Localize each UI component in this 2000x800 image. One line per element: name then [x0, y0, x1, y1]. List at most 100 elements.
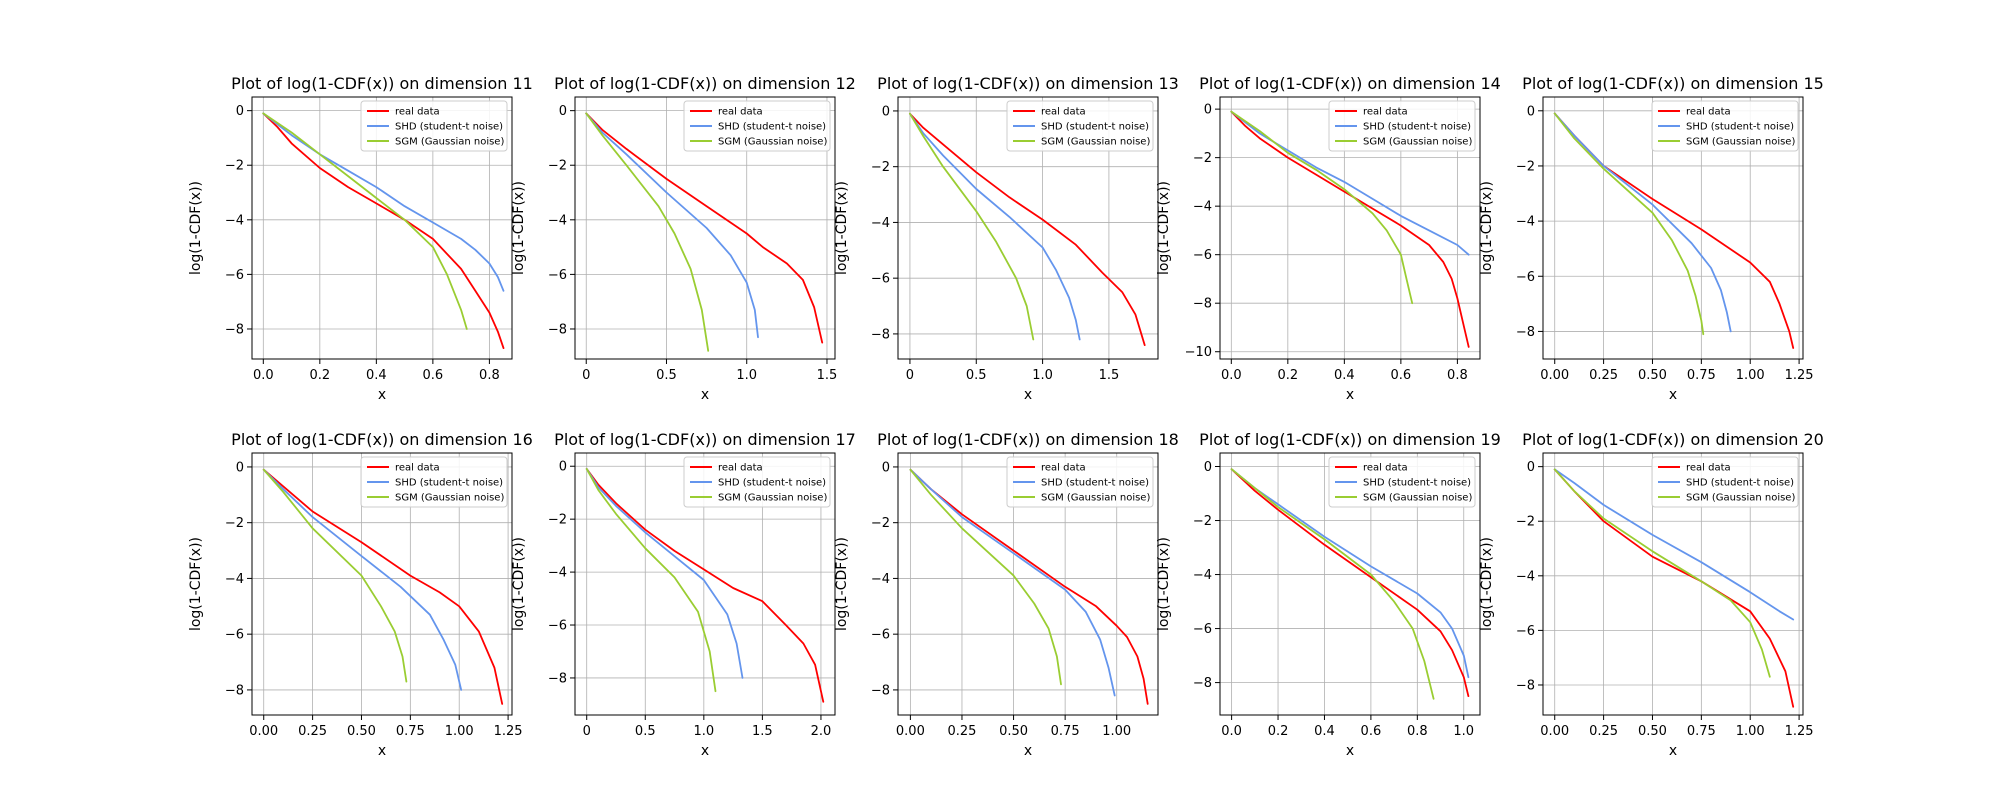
x-tick-label: 0.2 [309, 368, 330, 383]
x-axis-label: x [1024, 743, 1032, 759]
legend: real data SHD (student-t noise) SGM (Gauss… [1006, 456, 1154, 508]
subplot-5: 0.00 0.25 0.50 0.75 1.00 1.25 0 −2 −4 −6 −8 Plot of… [1479, 74, 1824, 403]
y-tick-label: 0 [1527, 104, 1535, 119]
y-tick-label: 0 [1527, 460, 1535, 475]
legend: real data SHD (student-t noise) SGM (Gauss… [1651, 456, 1799, 508]
y-axis-label: log(1-CDF(x)) [188, 181, 204, 275]
legend-label-sgm: SGM (Gaussian noise) [1041, 493, 1150, 504]
y-tick-label: −8 [225, 683, 244, 698]
legend-label-shd: SHD (student-t noise) [1041, 122, 1149, 133]
subplot-title: Plot of log(1-CDF(x)) on dimension 18 [877, 430, 1179, 449]
x-tick-label: 0.00 [249, 724, 278, 739]
x-tick-label: 0.75 [1051, 724, 1080, 739]
x-tick-label: 0.50 [1638, 724, 1667, 739]
y-tick-label: −2 [1193, 151, 1212, 166]
x-tick-label: 0.0 [1221, 368, 1242, 383]
series-line-sgm [1553, 112, 1705, 336]
y-tick-label: −2 [225, 159, 244, 174]
x-tick-label: 0.50 [999, 724, 1028, 739]
y-axis-label: log(1-CDF(x)) [511, 537, 527, 631]
legend-label-real: real data [718, 107, 763, 118]
plot-frame [1542, 452, 1804, 716]
x-tick-label: 0.25 [298, 724, 327, 739]
x-tick-label: 0.6 [1361, 724, 1382, 739]
y-tick-label: −4 [1193, 568, 1212, 583]
series-line-real [909, 112, 1146, 347]
subplot-8: 0.00 0.25 0.50 0.75 1.00 0 −2 −4 −6 −8 Plot of log… [834, 430, 1179, 759]
y-tick-label: −8 [1193, 676, 1212, 691]
legend-label-real: real data [718, 463, 763, 474]
y-tick-label: −4 [871, 216, 890, 231]
series-line-real [1230, 468, 1470, 697]
y-tick-label: −6 [225, 628, 244, 643]
legend: real data SHD (student-t noise) SGM (Gauss… [1651, 100, 1799, 152]
y-tick-label: −2 [548, 159, 567, 174]
y-tick-label: −4 [548, 566, 567, 581]
y-tick-label: −10 [1185, 345, 1212, 360]
legend-label-sgm: SGM (Gaussian noise) [395, 493, 504, 504]
subplot-title: Plot of log(1-CDF(x)) on dimension 16 [231, 430, 533, 449]
x-axis-label: x [701, 387, 709, 403]
x-tick-label: 2.0 [811, 724, 832, 739]
plot-frame [1542, 96, 1804, 360]
legend-label-sgm: SGM (Gaussian noise) [1363, 493, 1472, 504]
plot-frame [251, 452, 513, 716]
y-tick-label: −6 [1193, 622, 1212, 637]
legend-label-real: real data [1041, 463, 1086, 474]
y-tick-label: −4 [548, 213, 567, 228]
legend-label-sgm: SGM (Gaussian noise) [395, 137, 504, 148]
series-line-shd [585, 112, 759, 339]
x-tick-label: 0.8 [479, 368, 500, 383]
subplot-3: 0 0.5 1.0 1.5 0 −2 −4 −6 −8 Plot of log(1-CDF(x))… [834, 74, 1179, 403]
x-tick-label: 1.25 [1785, 368, 1814, 383]
x-tick-label: 0.25 [1589, 368, 1618, 383]
legend-box [1006, 100, 1154, 152]
legend-box [360, 100, 508, 152]
y-tick-label: −2 [871, 160, 890, 175]
legend-label-shd: SHD (student-t noise) [1686, 478, 1794, 489]
plot-frame [1219, 96, 1481, 360]
legend: real data SHD (student-t noise) SGM (Gauss… [1328, 456, 1476, 508]
x-tick-label: 1.0 [693, 724, 714, 739]
plot-frame [897, 452, 1159, 716]
plot-frame [251, 96, 513, 360]
x-tick-label: 0.5 [966, 368, 987, 383]
plot-frame [574, 96, 836, 360]
series-line-sgm [1230, 468, 1435, 700]
y-tick-label: −2 [1516, 515, 1535, 530]
series-line-real [909, 468, 1149, 705]
x-tick-label: 0 [582, 368, 590, 383]
subplot-4: 0.0 0.2 0.4 0.6 0.8 0 −2 −4 −6 −8 −10 Plot of log(1… [1156, 74, 1501, 403]
x-tick-label: 1.5 [1099, 368, 1120, 383]
x-tick-label: 0.75 [396, 724, 425, 739]
y-tick-label: −8 [225, 322, 244, 337]
x-tick-label: 0.6 [423, 368, 444, 383]
legend-label-shd: SHD (student-t noise) [718, 478, 826, 489]
y-tick-label: −4 [871, 572, 890, 587]
legend-label-real: real data [1686, 463, 1731, 474]
subplot-title: Plot of log(1-CDF(x)) on dimension 11 [231, 74, 533, 93]
x-tick-label: 1.00 [1736, 368, 1765, 383]
x-axis-label: x [378, 387, 386, 403]
y-tick-label: 0 [559, 460, 567, 475]
legend-box [1651, 456, 1799, 508]
x-tick-label: 0.5 [635, 724, 656, 739]
x-tick-label: 1.0 [1453, 724, 1474, 739]
subplot-1: 0.0 0.2 0.4 0.6 0.8 0 −2 −4 −6 −8 Plot of log(1-CD… [188, 74, 533, 403]
y-tick-label: −6 [871, 628, 890, 643]
x-axis-label: x [1346, 743, 1354, 759]
y-tick-label: −8 [1516, 678, 1535, 693]
subplot-title: Plot of log(1-CDF(x)) on dimension 17 [554, 430, 856, 449]
legend-label-sgm: SGM (Gaussian noise) [1686, 493, 1795, 504]
y-tick-label: −6 [1193, 248, 1212, 263]
x-axis-label: x [1024, 387, 1032, 403]
subplot-title: Plot of log(1-CDF(x)) on dimension 15 [1522, 74, 1824, 93]
y-axis-label: log(1-CDF(x)) [834, 181, 850, 275]
subplot-10: 0.00 0.25 0.50 0.75 1.00 1.25 0 −2 −4 −6 −8 Plot of… [1479, 430, 1824, 759]
y-tick-label: −4 [225, 572, 244, 587]
plot-frame [1219, 452, 1481, 716]
x-tick-label: 1.00 [445, 724, 474, 739]
legend-label-shd: SHD (student-t noise) [395, 122, 503, 133]
legend-label-sgm: SGM (Gaussian noise) [1686, 137, 1795, 148]
